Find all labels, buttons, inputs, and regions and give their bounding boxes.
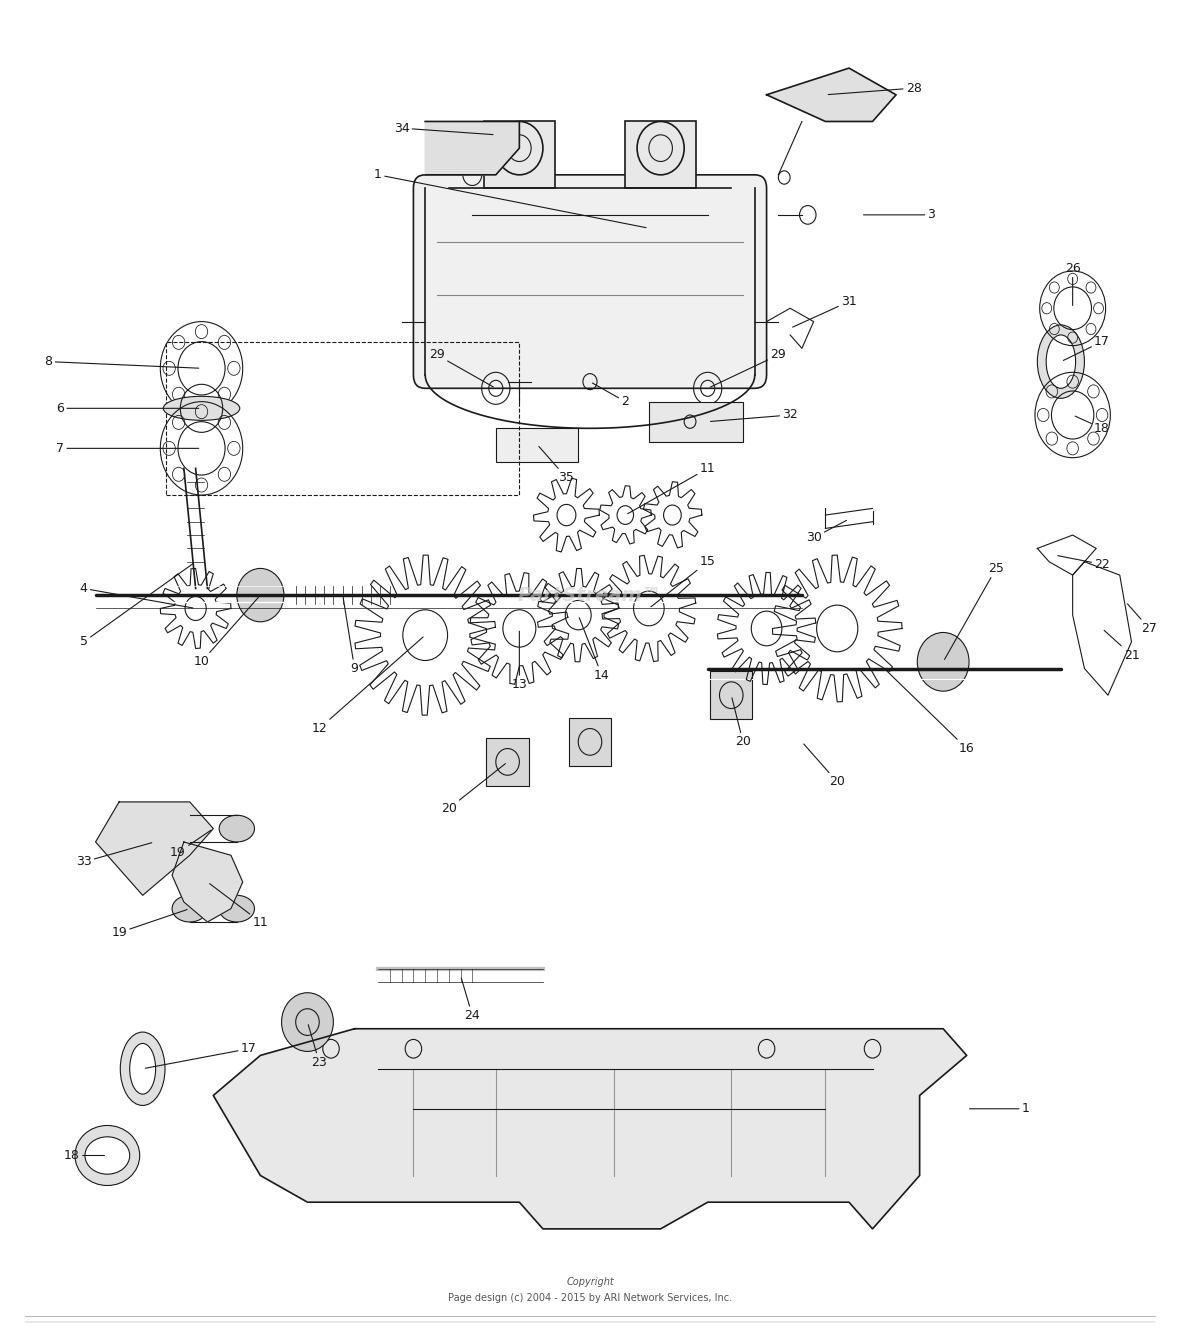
Ellipse shape: [120, 1032, 165, 1106]
Bar: [496, 428, 578, 461]
Text: 4: 4: [80, 582, 192, 608]
Text: 11: 11: [210, 884, 268, 928]
Ellipse shape: [130, 1043, 156, 1094]
FancyBboxPatch shape: [413, 175, 767, 388]
Ellipse shape: [1037, 325, 1084, 398]
Text: 34: 34: [394, 122, 493, 135]
Bar: [649, 401, 743, 441]
Text: PartStream™: PartStream™: [518, 586, 662, 604]
Text: 19: 19: [170, 830, 211, 860]
Bar: [484, 122, 555, 189]
Text: 30: 30: [806, 520, 846, 544]
Text: 29: 29: [710, 349, 786, 388]
Ellipse shape: [163, 396, 240, 420]
Text: 13: 13: [511, 631, 527, 691]
Circle shape: [917, 632, 969, 691]
Bar: [486, 738, 529, 786]
Bar: [710, 671, 753, 719]
Bar: [625, 122, 696, 189]
Polygon shape: [214, 1028, 966, 1229]
Text: 18: 18: [64, 1148, 105, 1162]
Polygon shape: [96, 802, 214, 896]
Text: 23: 23: [308, 1024, 327, 1068]
Ellipse shape: [219, 896, 255, 923]
Text: 11: 11: [628, 461, 715, 513]
Text: 29: 29: [430, 349, 493, 386]
Text: 2: 2: [592, 382, 629, 408]
Polygon shape: [172, 842, 243, 923]
Text: 27: 27: [1127, 604, 1158, 635]
Text: 5: 5: [80, 563, 194, 648]
Bar: [569, 718, 611, 766]
Text: 21: 21: [1104, 630, 1140, 662]
Ellipse shape: [76, 1126, 139, 1186]
Ellipse shape: [219, 816, 255, 842]
Ellipse shape: [1047, 336, 1076, 388]
Circle shape: [237, 568, 284, 622]
Text: 17: 17: [1063, 336, 1110, 361]
Text: 1: 1: [970, 1102, 1029, 1115]
Circle shape: [453, 127, 467, 143]
Text: 35: 35: [539, 447, 575, 484]
Text: 16: 16: [886, 670, 975, 755]
Text: 20: 20: [441, 763, 505, 816]
Text: 15: 15: [651, 555, 715, 607]
Text: 9: 9: [343, 598, 359, 675]
Text: 22: 22: [1057, 556, 1110, 571]
Polygon shape: [767, 68, 896, 122]
Text: 32: 32: [710, 409, 798, 421]
Text: Page design (c) 2004 - 2015 by ARI Network Services, Inc.: Page design (c) 2004 - 2015 by ARI Netwo…: [448, 1293, 732, 1304]
Text: 33: 33: [76, 842, 152, 869]
Text: 26: 26: [1064, 262, 1081, 305]
Text: 20: 20: [732, 698, 750, 749]
Circle shape: [282, 992, 334, 1051]
Text: 25: 25: [944, 562, 1004, 659]
Ellipse shape: [85, 1136, 130, 1174]
Polygon shape: [425, 122, 519, 175]
Text: 31: 31: [793, 295, 857, 328]
Text: 19: 19: [111, 909, 188, 939]
Text: 14: 14: [579, 618, 610, 682]
Text: 12: 12: [312, 636, 424, 735]
Ellipse shape: [172, 816, 208, 842]
Text: 3: 3: [864, 209, 936, 222]
Text: 20: 20: [804, 743, 845, 789]
Text: 6: 6: [57, 402, 198, 414]
Text: 1: 1: [374, 168, 647, 227]
Text: 10: 10: [194, 598, 258, 668]
Text: 17: 17: [145, 1043, 256, 1068]
Text: Copyright: Copyright: [566, 1277, 614, 1288]
Circle shape: [793, 84, 812, 106]
Text: 28: 28: [828, 82, 922, 95]
Ellipse shape: [172, 896, 208, 923]
Text: 8: 8: [45, 356, 198, 368]
Text: 7: 7: [57, 441, 198, 455]
Text: 18: 18: [1075, 416, 1110, 435]
Text: 24: 24: [461, 979, 480, 1021]
Bar: [166, 342, 519, 495]
